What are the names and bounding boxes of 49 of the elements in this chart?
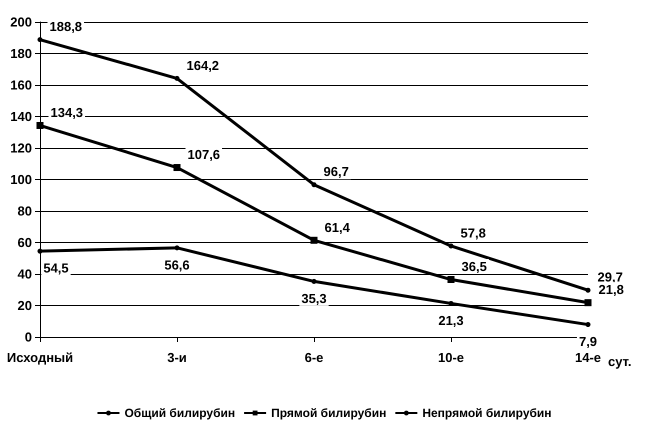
data-label: 107,6 xyxy=(188,147,220,162)
point xyxy=(174,76,180,81)
point xyxy=(312,278,316,284)
y-tick-label: 140 xyxy=(10,109,32,124)
point xyxy=(586,288,590,293)
legend-label: Общий билирубин xyxy=(124,406,236,420)
y-tick-label: 80 xyxy=(18,204,32,218)
y-tick-label: 160 xyxy=(10,78,32,92)
y-tick-label: 20 xyxy=(18,298,32,313)
x-tick-label: 10-е xyxy=(438,350,464,365)
point xyxy=(448,276,454,284)
x-tick-label: 14-е xyxy=(574,350,602,365)
data-label: 164,2 xyxy=(186,58,220,73)
point xyxy=(174,245,180,250)
x-tick-label: Исходный xyxy=(6,350,74,365)
legend-label: Непрямой билирубин xyxy=(422,406,552,420)
y-tick-label: 60 xyxy=(18,235,32,250)
data-label: 134,3 xyxy=(50,104,84,120)
point xyxy=(584,299,592,306)
data-label: 56,6 xyxy=(164,257,190,272)
y-tick-label: 0 xyxy=(24,330,32,344)
data-label: 7,9 xyxy=(578,334,598,350)
point xyxy=(312,182,316,188)
y-tick-label: 100 xyxy=(10,172,32,187)
y-tick-label: 200 xyxy=(10,14,32,30)
y-tick-label: 180 xyxy=(10,46,32,61)
x-axis-title: сут. xyxy=(608,354,632,369)
data-label: 188,8 xyxy=(50,19,82,34)
point xyxy=(36,122,44,129)
data-label: 21,3 xyxy=(438,312,464,328)
data-label: 36,5 xyxy=(462,259,487,274)
data-label: 57,8 xyxy=(460,225,486,240)
x-tick-label: 3-и xyxy=(167,350,187,365)
data-label: 21,8 xyxy=(598,282,624,298)
data-label: 35,3 xyxy=(301,290,327,306)
point xyxy=(38,37,42,42)
point xyxy=(586,322,590,328)
point xyxy=(310,236,318,244)
data-label: 61,4 xyxy=(324,220,351,235)
point xyxy=(174,164,180,172)
point xyxy=(448,243,454,248)
y-tick-label: 40 xyxy=(18,266,32,282)
x-tick-label: 6-е xyxy=(304,350,324,365)
point xyxy=(38,248,42,254)
data-label: 54,5 xyxy=(43,260,69,276)
data-label: 96,7 xyxy=(324,164,349,180)
legend-label: Прямой билирубин xyxy=(271,406,386,420)
y-tick-label: 120 xyxy=(10,140,32,156)
data-label: 29,7 xyxy=(598,270,623,285)
